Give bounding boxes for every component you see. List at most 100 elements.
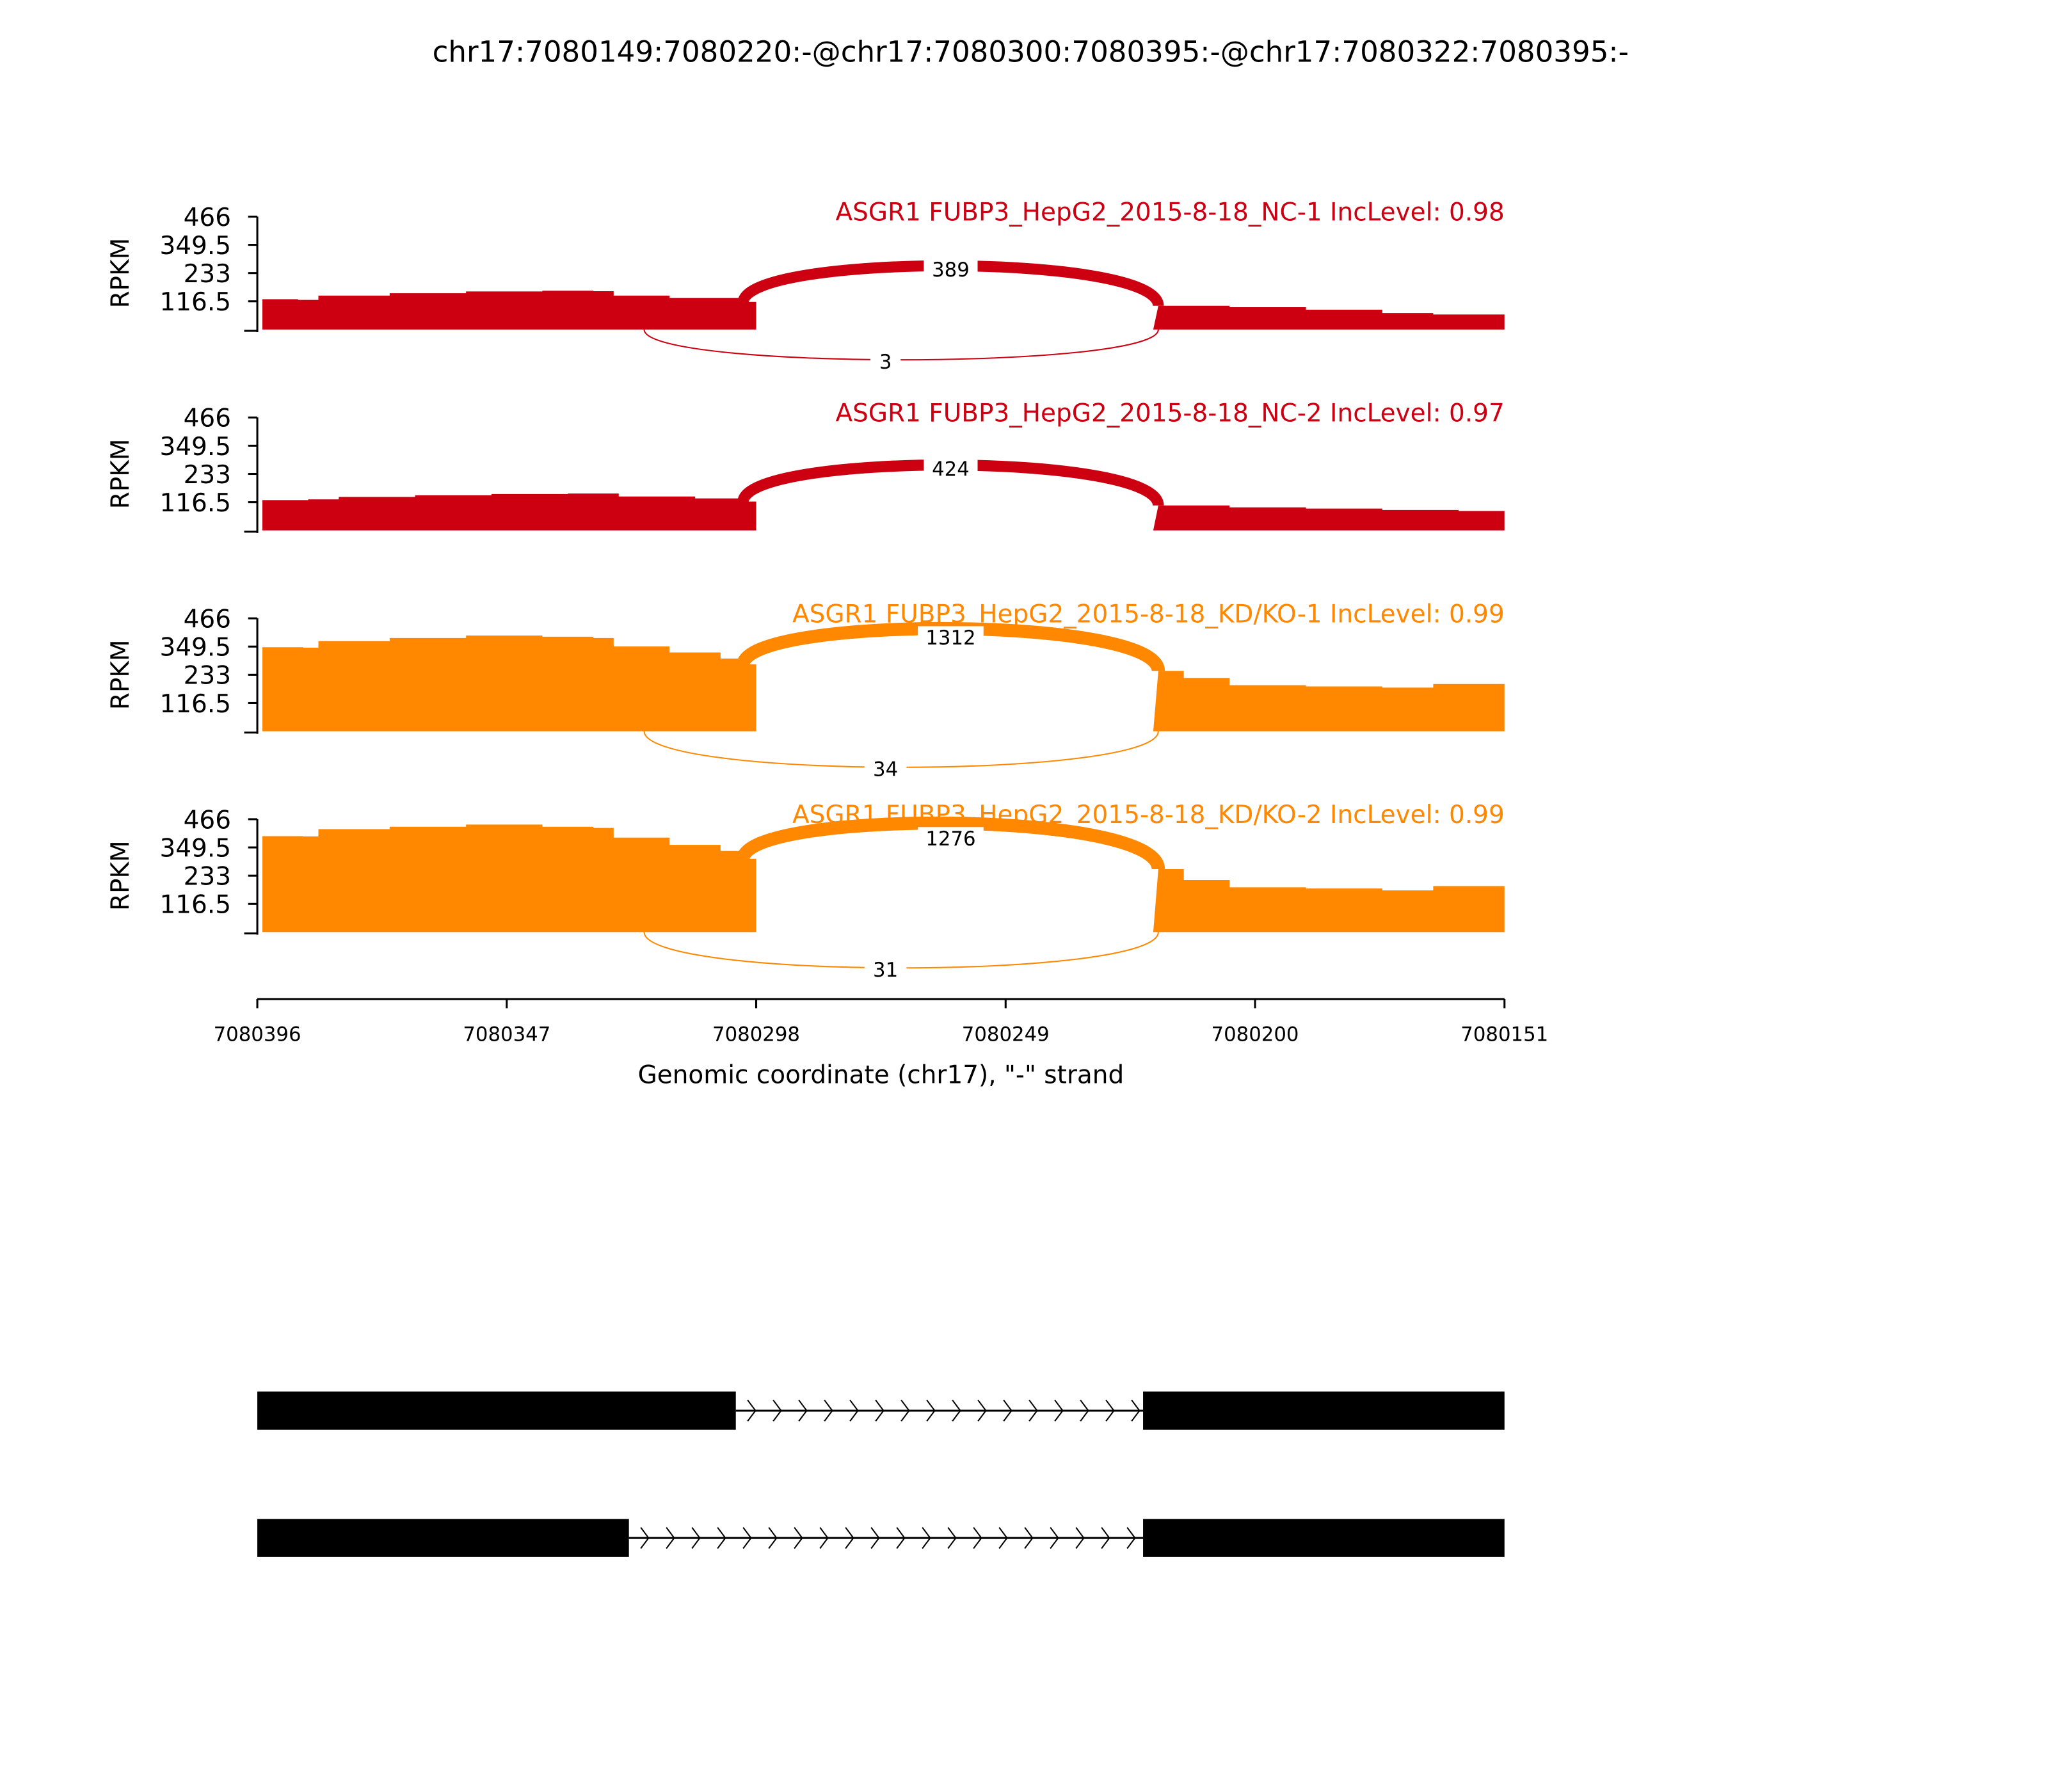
coverage-area: [262, 824, 756, 932]
strand-arrow-icon: [952, 1400, 961, 1422]
junction-arc: [643, 329, 1159, 361]
x-tick-label: 7080298: [712, 1023, 800, 1046]
gene-model-1: [257, 1391, 1505, 1430]
strand-arrow-icon: [1003, 1400, 1012, 1422]
coverage-area: [1153, 671, 1505, 732]
exon-block: [257, 1519, 629, 1557]
x-axis-label: Genomic coordinate (chr17), "-" strand: [638, 1060, 1124, 1089]
junction-label-bg: [924, 457, 978, 481]
y-tick-label: 233: [184, 863, 231, 892]
strand-arrow-icon: [1131, 1400, 1140, 1422]
strand-arrow-icon: [947, 1527, 957, 1549]
coverage-area: [262, 636, 756, 732]
x-tick-label: 7080396: [214, 1023, 301, 1046]
y-axis-label: RPKM: [106, 238, 135, 308]
coverage-area: [1153, 868, 1505, 932]
strand-arrow-icon: [1126, 1527, 1136, 1549]
x-tick-label: 7080249: [962, 1023, 1050, 1046]
strand-arrow-icon: [794, 1527, 803, 1549]
strand-arrow-icon: [849, 1400, 859, 1422]
strand-arrow-icon: [1054, 1400, 1064, 1422]
y-tick-label: 116.5: [159, 489, 231, 518]
strand-arrow-icon: [998, 1527, 1008, 1549]
strand-arrow-icon: [1028, 1400, 1038, 1422]
junction-count: 3: [879, 351, 892, 374]
junction-count: 424: [932, 458, 970, 481]
y-tick-label: 349.5: [159, 634, 231, 662]
y-tick-label: 233: [184, 662, 231, 691]
junction-count: 1276: [925, 828, 975, 851]
strand-arrow-icon: [772, 1400, 782, 1422]
strand-arrow-icon: [973, 1527, 982, 1549]
strand-arrow-icon: [666, 1527, 675, 1549]
strand-arrow-icon: [1101, 1527, 1110, 1549]
strand-arrow-icon: [977, 1400, 987, 1422]
strand-arrow-icon: [717, 1527, 726, 1549]
coverage-area: [1153, 305, 1505, 330]
strand-arrow-icon: [926, 1400, 936, 1422]
y-tick-label: 116.5: [159, 690, 231, 719]
y-tick-label: 349.5: [159, 433, 231, 461]
y-tick-label: 349.5: [159, 834, 231, 863]
y-axis-label: RPKM: [106, 639, 135, 710]
junction-label-bg: [918, 626, 984, 650]
y-tick-label: 466: [184, 806, 231, 835]
junction-label-bg: [870, 350, 901, 374]
strand-arrow-icon: [691, 1527, 701, 1549]
y-tick-label: 116.5: [159, 891, 231, 920]
x-tick-label: 7080151: [1460, 1023, 1548, 1046]
coverage-area: [262, 493, 756, 531]
sample-label: ASGR1 FUBP3_HepG2_2015-8-18_NC-1 IncLeve…: [835, 198, 1504, 227]
sample-label: ASGR1 FUBP3_HepG2_2015-8-18_NC-2 IncLeve…: [835, 399, 1504, 428]
y-tick-label: 233: [184, 461, 231, 490]
strand-arrow-icon: [824, 1400, 833, 1422]
strand-arrow-icon: [640, 1527, 650, 1549]
y-tick-label: 466: [184, 204, 231, 232]
strand-arrow-icon: [875, 1400, 884, 1422]
junction-label-bg: [864, 757, 907, 781]
exon-block: [257, 1391, 736, 1430]
junction-count: 389: [932, 259, 970, 282]
strand-arrow-icon: [1024, 1527, 1034, 1549]
strand-arrow-icon: [1050, 1527, 1059, 1549]
junction-count: 34: [873, 758, 898, 781]
x-tick-label: 7080347: [463, 1023, 550, 1046]
y-axis-label: RPKM: [106, 840, 135, 911]
junction-label-bg: [918, 827, 984, 851]
strand-arrow-icon: [747, 1400, 756, 1422]
y-tick-label: 233: [184, 260, 231, 289]
coverage-area: [262, 291, 756, 330]
y-tick-label: 466: [184, 404, 231, 433]
figure-title: chr17:7080149:7080220:-@chr17:7080300:70…: [433, 35, 1629, 68]
y-tick-label: 466: [184, 605, 231, 634]
gene-model-2: [257, 1519, 1505, 1557]
y-axis-label: RPKM: [106, 439, 135, 509]
exon-block: [1143, 1519, 1505, 1557]
strand-arrow-icon: [870, 1527, 880, 1549]
strand-arrow-icon: [819, 1527, 829, 1549]
junction-count: 1312: [925, 627, 975, 650]
coverage-area: [1153, 505, 1505, 531]
junction-arc: [736, 816, 1165, 871]
strand-arrow-icon: [896, 1527, 906, 1549]
gene-models: [257, 1391, 1505, 1557]
strand-arrow-icon: [1080, 1400, 1089, 1422]
y-tick-label: 349.5: [159, 232, 231, 260]
strand-arrow-icon: [922, 1527, 931, 1549]
strand-arrow-icon: [845, 1527, 854, 1549]
x-axis: 7080396 7080347 7080298 7080249 7080200 70801…: [214, 998, 1548, 1046]
strand-arrow-icon: [742, 1527, 752, 1549]
exon-block: [1143, 1391, 1505, 1430]
strand-arrow-icon: [768, 1527, 778, 1549]
y-tick-label: 116.5: [159, 288, 231, 317]
strand-arrow-icon: [798, 1400, 808, 1422]
junction-count: 31: [873, 959, 898, 982]
x-tick-label: 7080200: [1212, 1023, 1299, 1046]
strand-arrow-icon: [1075, 1527, 1085, 1549]
